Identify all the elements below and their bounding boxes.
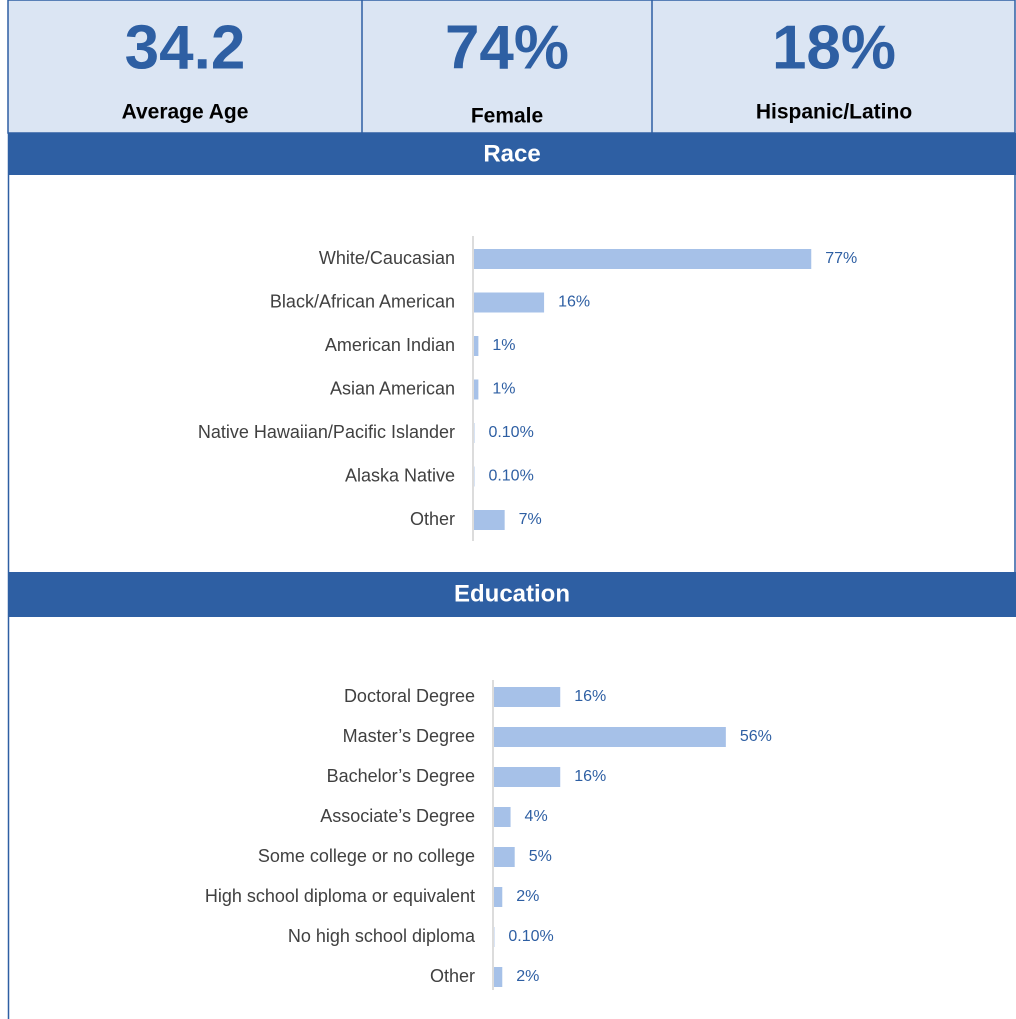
category-label: Black/African American bbox=[270, 291, 455, 311]
bar bbox=[474, 379, 479, 400]
value-label: 2% bbox=[516, 888, 539, 905]
bar bbox=[474, 336, 479, 356]
value-label: 77% bbox=[825, 250, 857, 267]
category-label: Master’s Degree bbox=[343, 726, 475, 746]
value-label: 16% bbox=[574, 768, 606, 785]
category-label: High school diploma or equivalent bbox=[205, 886, 475, 906]
stat-label: Female bbox=[471, 105, 543, 128]
value-label: 0.10% bbox=[488, 468, 533, 485]
bar bbox=[474, 292, 545, 313]
value-label: 0.10% bbox=[488, 424, 533, 441]
value-label: 1% bbox=[492, 337, 515, 354]
value-label: 0.10% bbox=[508, 928, 553, 945]
category-label: White/Caucasian bbox=[319, 248, 455, 268]
bar bbox=[494, 767, 561, 787]
bar bbox=[474, 510, 505, 530]
category-label: Other bbox=[430, 966, 475, 986]
value-label: 16% bbox=[574, 688, 606, 705]
bar bbox=[474, 249, 812, 269]
category-label: American Indian bbox=[325, 335, 455, 355]
stat-label: Hispanic/Latino bbox=[756, 101, 912, 124]
category-label: Doctoral Degree bbox=[344, 686, 475, 706]
section-header bbox=[8, 572, 1016, 617]
bar bbox=[494, 807, 511, 827]
stat-value: 18% bbox=[772, 13, 896, 82]
section-title: Education bbox=[454, 580, 570, 607]
value-label: 16% bbox=[558, 294, 590, 311]
category-label: Alaska Native bbox=[345, 465, 455, 485]
category-label: Bachelor’s Degree bbox=[327, 766, 475, 786]
category-label: Associate’s Degree bbox=[320, 806, 475, 826]
bar bbox=[494, 687, 561, 707]
category-label: Native Hawaiian/Pacific Islander bbox=[198, 422, 455, 442]
bar bbox=[494, 847, 515, 867]
bar bbox=[494, 727, 726, 747]
category-label: No high school diploma bbox=[288, 926, 476, 946]
value-label: 56% bbox=[740, 728, 772, 745]
stat-value: 34.2 bbox=[125, 13, 246, 82]
stats-panel bbox=[7, 0, 1016, 134]
value-label: 5% bbox=[529, 848, 552, 865]
category-label: Other bbox=[410, 509, 455, 529]
stat-label: Average Age bbox=[122, 101, 249, 124]
value-label: 2% bbox=[516, 968, 539, 985]
bar bbox=[494, 967, 503, 987]
section-header bbox=[8, 133, 1016, 175]
category-label: Some college or no college bbox=[258, 846, 475, 866]
value-label: 4% bbox=[525, 808, 548, 825]
bar bbox=[494, 887, 503, 907]
stat-value: 74% bbox=[445, 13, 569, 82]
category-label: Asian American bbox=[330, 378, 455, 398]
value-label: 7% bbox=[519, 511, 542, 528]
section-title: Race bbox=[483, 140, 540, 167]
value-label: 1% bbox=[492, 381, 515, 398]
